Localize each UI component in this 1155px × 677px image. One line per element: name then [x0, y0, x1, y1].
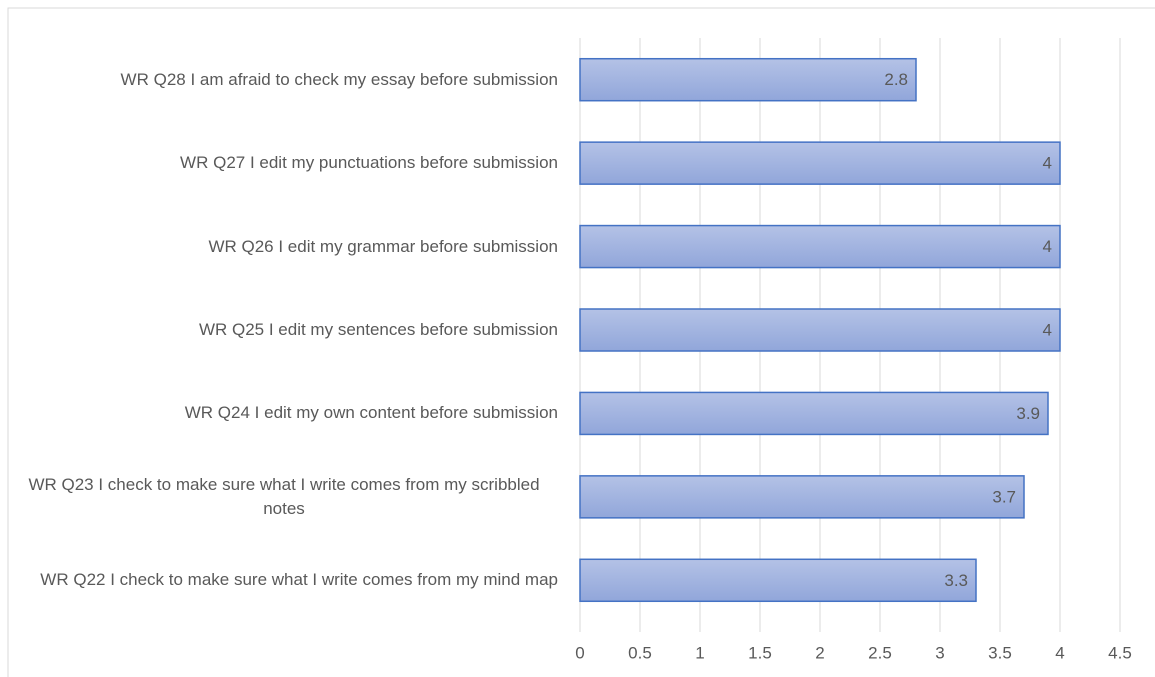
x-tick-label: 2.5 — [868, 643, 892, 662]
data-label: 4 — [1043, 320, 1052, 339]
x-tick-label: 1 — [695, 643, 704, 662]
x-tick-label: 3 — [935, 643, 944, 662]
y-tick-label: WR Q28 I am afraid to check my essay bef… — [120, 69, 558, 89]
category-label-box: WR Q22 I check to make sure what I write… — [10, 550, 558, 610]
data-label: 2.8 — [884, 70, 908, 89]
y-tick-label: WR Q26 I edit my grammar before submissi… — [208, 236, 558, 256]
x-tick-label: 0.5 — [628, 643, 652, 662]
category-label-box: WR Q24 I edit my own content before subm… — [10, 383, 558, 443]
bar — [579, 141, 1061, 185]
bar — [579, 224, 1061, 269]
bar — [579, 475, 1025, 519]
data-label: 4 — [1043, 154, 1052, 173]
bar — [579, 558, 977, 603]
x-tick-label: 2 — [815, 643, 824, 662]
bar — [579, 57, 917, 102]
category-label-box: WR Q28 I am afraid to check my essay bef… — [10, 50, 558, 110]
bar — [579, 308, 1061, 352]
y-tick-label: WR Q27 I edit my punctuations before sub… — [180, 153, 558, 173]
category-label-box: WR Q23 I check to make sure what I write… — [10, 467, 558, 527]
category-label-box: WR Q26 I edit my grammar before submissi… — [10, 217, 558, 277]
chart-border — [7, 7, 1155, 677]
category-label-box: WR Q25 I edit my sentences before submis… — [10, 300, 558, 360]
data-label: 3.7 — [992, 487, 1016, 506]
data-label: 4 — [1043, 237, 1052, 256]
x-tick-label: 3.5 — [988, 643, 1012, 662]
x-tick-label: 4 — [1055, 643, 1064, 662]
x-tick-label: 1.5 — [748, 643, 772, 662]
y-tick-label: WR Q22 I check to make sure what I write… — [40, 570, 558, 590]
data-label: 3.9 — [1016, 404, 1040, 423]
y-tick-label: WR Q25 I edit my sentences before submis… — [198, 320, 558, 339]
y-tick-label: WR Q24 I edit my own content before subm… — [184, 403, 558, 423]
y-tick-label: WR Q23 I check to make sure what I write… — [28, 474, 540, 518]
x-tick-label: 4.5 — [1108, 643, 1132, 662]
data-label: 3.3 — [944, 571, 968, 590]
bar — [579, 391, 1049, 436]
x-tick-label: 0 — [575, 643, 584, 662]
category-label-box: WR Q27 I edit my punctuations before sub… — [10, 133, 558, 193]
